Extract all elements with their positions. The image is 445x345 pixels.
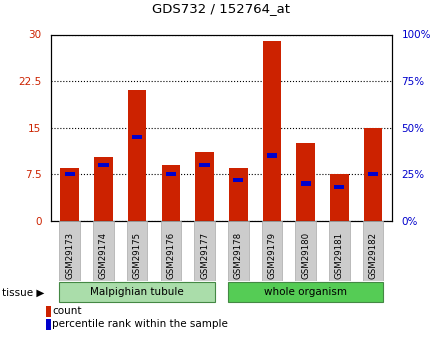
Text: GSM29175: GSM29175 xyxy=(133,232,142,279)
Bar xyxy=(166,172,176,176)
Bar xyxy=(65,172,75,176)
Bar xyxy=(334,185,344,189)
Bar xyxy=(368,172,378,176)
Bar xyxy=(329,221,350,281)
Bar xyxy=(228,282,383,303)
Text: tissue ▶: tissue ▶ xyxy=(2,287,44,297)
Bar xyxy=(267,154,277,158)
Bar xyxy=(194,221,215,281)
Bar xyxy=(228,221,248,281)
Bar xyxy=(262,221,282,281)
Bar xyxy=(61,168,79,221)
Bar xyxy=(162,165,180,221)
Text: GSM29176: GSM29176 xyxy=(166,232,175,279)
Text: GSM29179: GSM29179 xyxy=(267,233,276,279)
Bar xyxy=(94,157,113,221)
Bar xyxy=(195,152,214,221)
Text: GSM29173: GSM29173 xyxy=(65,232,74,279)
Text: GSM29178: GSM29178 xyxy=(234,232,243,279)
Bar xyxy=(364,128,382,221)
Bar xyxy=(46,319,51,330)
Bar xyxy=(300,181,311,186)
Text: GDS732 / 152764_at: GDS732 / 152764_at xyxy=(152,2,291,16)
Bar xyxy=(46,306,51,317)
Bar xyxy=(363,221,383,281)
Text: count: count xyxy=(52,306,81,316)
Bar xyxy=(60,221,80,281)
Bar xyxy=(127,221,147,281)
Bar xyxy=(199,163,210,167)
Bar xyxy=(229,168,247,221)
Bar xyxy=(98,163,109,167)
Bar xyxy=(233,178,243,182)
Text: GSM29174: GSM29174 xyxy=(99,232,108,279)
Bar xyxy=(132,135,142,139)
Text: GSM29180: GSM29180 xyxy=(301,232,310,279)
Text: GSM29177: GSM29177 xyxy=(200,232,209,279)
Bar xyxy=(93,221,114,281)
Bar xyxy=(161,221,181,281)
Bar xyxy=(263,41,281,221)
Bar xyxy=(296,143,315,221)
Text: GSM29182: GSM29182 xyxy=(368,232,377,279)
Text: whole organism: whole organism xyxy=(264,287,347,297)
Text: GSM29181: GSM29181 xyxy=(335,232,344,279)
Text: percentile rank within the sample: percentile rank within the sample xyxy=(52,319,228,329)
Bar xyxy=(60,282,215,303)
Bar xyxy=(295,221,316,281)
Text: Malpighian tubule: Malpighian tubule xyxy=(90,287,184,297)
Bar xyxy=(128,90,146,221)
Bar xyxy=(330,174,348,221)
